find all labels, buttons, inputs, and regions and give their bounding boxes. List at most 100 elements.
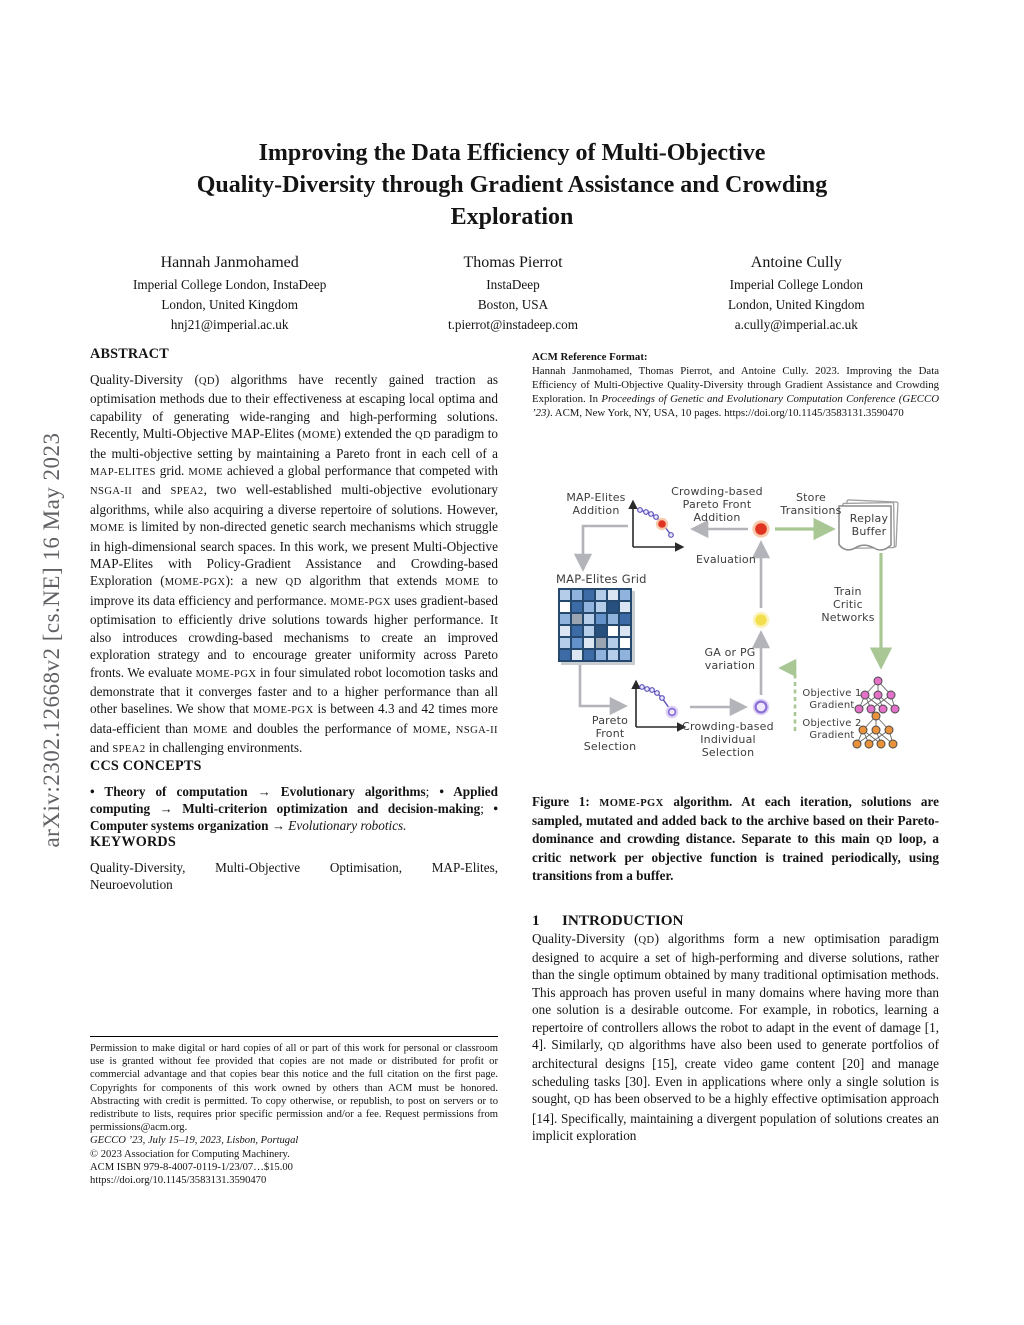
pareto-plot-selection xyxy=(631,679,687,732)
pareto-selection-arrow xyxy=(578,661,628,715)
grid-cell xyxy=(619,648,631,661)
replay-buffer-icon xyxy=(838,498,899,551)
acm-reference-text: Hannah Janmohamed, Thomas Pierrot, and A… xyxy=(532,364,939,419)
permission-text: Permission to make digital or hard copie… xyxy=(90,1043,498,1134)
isbn-line: ACM ISBN 979-8-4007-0119-1/23/07…$15.00 xyxy=(90,1161,293,1173)
ccs-heading: CCS CONCEPTS xyxy=(90,757,202,774)
grid-cell xyxy=(607,648,619,661)
copyright-line: © 2023 Association for Computing Machine… xyxy=(90,1148,290,1160)
author-location: Boston, USA xyxy=(477,297,549,312)
label-train-critic-networks: Train Critic Networks xyxy=(821,584,875,624)
grid-cell xyxy=(571,588,583,601)
acm-reference: ACM Reference Format: Hannah Janmohamed,… xyxy=(532,351,939,421)
grid-cell xyxy=(559,612,571,625)
critic-network-1-icon xyxy=(854,676,900,714)
critic-network-2-icon xyxy=(852,711,898,749)
label-crowding-individual-selection: Crowding-based Individual Selection xyxy=(682,719,774,759)
grid-cell xyxy=(619,624,631,637)
paper-title-line3: Exploration xyxy=(450,204,574,230)
added-solution-dot xyxy=(658,519,666,528)
grid-cell xyxy=(619,612,631,625)
grid-cell xyxy=(595,588,607,601)
author-name: Hannah Janmohamed xyxy=(160,254,299,271)
grid-cell xyxy=(595,636,607,649)
label-map-elites-grid: MAP-Elites Grid xyxy=(556,571,647,586)
grid-cell xyxy=(619,636,631,649)
author-2: Thomas Pierrot InstaDeep Boston, USA t.p… xyxy=(371,252,654,335)
author-email: a.cully@imperial.ac.uk xyxy=(734,317,858,332)
label-map-elites-addition: MAP-Elites Addition xyxy=(566,490,626,517)
copyright-footnote: Permission to make digital or hard copie… xyxy=(90,1036,498,1187)
label-ga-pg-variation: GA or PG variation xyxy=(704,645,756,672)
section-number: 1 xyxy=(532,911,540,929)
grid-cell xyxy=(571,624,583,637)
figure-graphics xyxy=(573,498,900,749)
grid-cell xyxy=(583,600,595,613)
label-replay-buffer: Replay Buffer xyxy=(849,511,889,538)
grid-cell xyxy=(607,588,619,601)
label-evaluation: Evaluation xyxy=(695,552,756,566)
map-elites-grid xyxy=(558,587,632,662)
grid-cell xyxy=(571,612,583,625)
author-block: Hannah Janmohamed Imperial College Londo… xyxy=(88,252,938,335)
label-objective-2-gradient: Objective 2 Gradient xyxy=(802,717,862,741)
grid-cell xyxy=(559,588,571,601)
grid-cell xyxy=(559,600,571,613)
author-name: Antoine Cully xyxy=(750,254,842,271)
selected-individual-dot xyxy=(754,700,768,714)
grid-cell xyxy=(619,600,631,613)
grid-cell xyxy=(559,648,571,661)
grid-cell xyxy=(595,600,607,613)
author-3: Antoine Cully Imperial College London Lo… xyxy=(655,252,938,335)
introduction-text: Quality-Diversity (QD) algorithms form a… xyxy=(532,930,940,1143)
label-store-transitions: Store Transitions xyxy=(780,490,842,517)
grid-cell xyxy=(595,612,607,625)
grid-cell xyxy=(583,648,595,661)
author-location: London, United Kingdom xyxy=(728,297,865,312)
author-affiliation: InstaDeep xyxy=(486,277,540,292)
grid-cell xyxy=(571,648,583,661)
doi-link: https://doi.org/10.1145/3583131.3590470 xyxy=(90,1175,267,1187)
right-column: ACM Reference Format: Hannah Janmohamed,… xyxy=(532,351,939,1144)
grid-cell xyxy=(583,624,595,637)
grid-cell xyxy=(571,636,583,649)
introduction-heading: 1 INTRODUCTION xyxy=(532,912,939,930)
author-affiliation: Imperial College London, InstaDeep xyxy=(132,277,327,292)
author-email: hnj21@imperial.ac.uk xyxy=(170,317,289,332)
grid-cell xyxy=(607,612,619,625)
paper-title: Improving the Data Efficiency of Multi-O… xyxy=(0,137,1024,233)
grid-cell xyxy=(607,600,619,613)
section-title: INTRODUCTION xyxy=(562,911,684,929)
abstract-heading: ABSTRACT xyxy=(90,346,169,362)
grid-cell xyxy=(559,624,571,637)
author-email: t.pierrot@instadeep.com xyxy=(447,317,579,332)
author-1: Hannah Janmohamed Imperial College Londo… xyxy=(88,252,371,335)
grid-cell xyxy=(595,648,607,661)
paper-title-line1: Improving the Data Efficiency of Multi-O… xyxy=(258,140,766,166)
grid-cell xyxy=(583,636,595,649)
label-objective-1-gradient: Objective 1 Gradient xyxy=(802,687,862,711)
grid-cell xyxy=(607,636,619,649)
evaluated-solution-dot xyxy=(755,522,767,535)
left-column: ABSTRACT Quality-Diversity (QD) algorith… xyxy=(90,347,498,894)
offspring-dot xyxy=(755,613,767,626)
author-name: Thomas Pierrot xyxy=(463,254,563,271)
grid-cell xyxy=(619,588,631,601)
paper-title-line2: Quality-Diversity through Gradient Assis… xyxy=(196,172,828,198)
map-elites-addition-arrow xyxy=(573,524,628,572)
grid-cell xyxy=(559,636,571,649)
label-pareto-front-selection: Pareto Front Selection xyxy=(583,713,637,753)
arxiv-watermark: arXiv:2302.12668v2 [cs.NE] 16 May 2023 xyxy=(39,432,64,848)
grid-cell xyxy=(595,624,607,637)
grid-cell xyxy=(583,612,595,625)
grid-cell xyxy=(583,588,595,601)
acm-reference-heading: ACM Reference Format: xyxy=(532,351,648,363)
keywords-heading: KEYWORDS xyxy=(90,833,176,850)
grid-cell xyxy=(571,600,583,613)
author-location: London, United Kingdom xyxy=(161,297,298,312)
grid-cell xyxy=(607,624,619,637)
abstract-text: Quality-Diversity (QD) algorithms have r… xyxy=(90,372,499,756)
figure-1-diagram: MAP-Elites Addition Crowding-based Paret… xyxy=(532,454,939,784)
gradient-feedback-arrow xyxy=(778,658,797,731)
ccs-text: • Theory of computation → Evolutionary a… xyxy=(90,783,498,834)
